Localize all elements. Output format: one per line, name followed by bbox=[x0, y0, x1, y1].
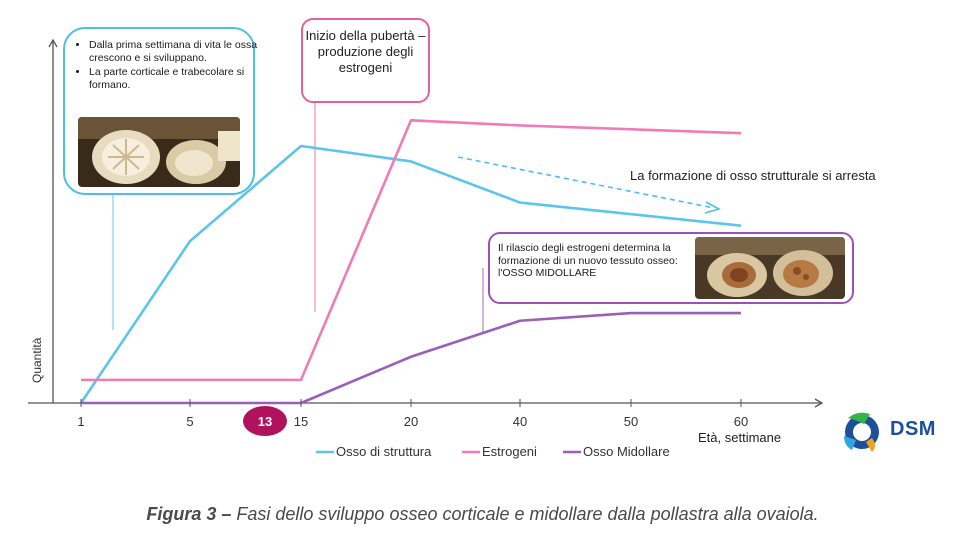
bone-growth-callout: Dalla prima settimana di vita le ossa cr… bbox=[63, 27, 257, 195]
y-axis-label: Quantità bbox=[30, 337, 44, 383]
x-tick-label: 5 bbox=[186, 414, 193, 429]
x-tick-label: 60 bbox=[734, 414, 748, 429]
legend: Osso di struttura Estrogeni Osso Midollare bbox=[316, 444, 670, 459]
series-line-3 bbox=[81, 311, 741, 405]
bone-cross-section-photo bbox=[78, 117, 240, 187]
connector-lines bbox=[112, 103, 722, 332]
puberty-callout: Inizio della pubertà – produzione degli … bbox=[301, 18, 430, 103]
caption-label: Figura 3 – bbox=[146, 504, 232, 524]
caption-text: Fasi dello sviluppo osseo corticale e mi… bbox=[231, 504, 819, 524]
medullary-text: Il rilascio degli estrogeni determina la… bbox=[498, 242, 678, 279]
structural-stop-arrowhead bbox=[704, 201, 722, 214]
x-axis-arrow bbox=[814, 398, 824, 408]
legend-label: Osso di struttura bbox=[336, 444, 432, 459]
bone-growth-bullets: Dalla prima settimana di vita le ossa cr… bbox=[79, 39, 259, 93]
series-line-2 bbox=[81, 119, 742, 382]
axes: Quantità Età, settimane bbox=[28, 38, 824, 445]
structural-stop-arrow bbox=[457, 156, 715, 209]
dsm-logo-text: DSM bbox=[890, 418, 936, 440]
x-tick-label: 1 bbox=[77, 414, 84, 429]
bullet-item: La parte corticale e trabecolare si form… bbox=[89, 66, 259, 91]
legend-label: Osso Midollare bbox=[583, 444, 670, 459]
y-axis-arrow bbox=[48, 38, 58, 48]
bullet-item: Dalla prima settimana di vita le ossa cr… bbox=[89, 39, 259, 64]
x-tick-label: 20 bbox=[404, 414, 418, 429]
medullary-bone-photo bbox=[695, 237, 845, 299]
structural-bone-stops-label: La formazione di osso strutturale si arr… bbox=[630, 168, 876, 183]
dsm-logo: DSM bbox=[838, 408, 942, 456]
highlight-tick-marker bbox=[243, 406, 287, 436]
puberty-text: Inizio della pubertà – produzione degli … bbox=[305, 28, 426, 75]
figure-caption: Figura 3 – Fasi dello sviluppo osseo cor… bbox=[0, 504, 965, 525]
x-axis-label: Età, settimane bbox=[698, 430, 781, 445]
x-tick-label: 40 bbox=[513, 414, 527, 429]
medullary-callout: Il rilascio degli estrogeni determina la… bbox=[488, 232, 854, 304]
x-tick-label: 50 bbox=[624, 414, 638, 429]
x-tick-label: 13 bbox=[258, 414, 272, 429]
series-line-1 bbox=[79, 144, 742, 404]
legend-label: Estrogeni bbox=[482, 444, 537, 459]
dsm-logo-icon bbox=[844, 412, 879, 452]
x-tick-label: 15 bbox=[294, 414, 308, 429]
x-ticks: 1 5 13 15 20 40 50 60 bbox=[77, 399, 748, 436]
